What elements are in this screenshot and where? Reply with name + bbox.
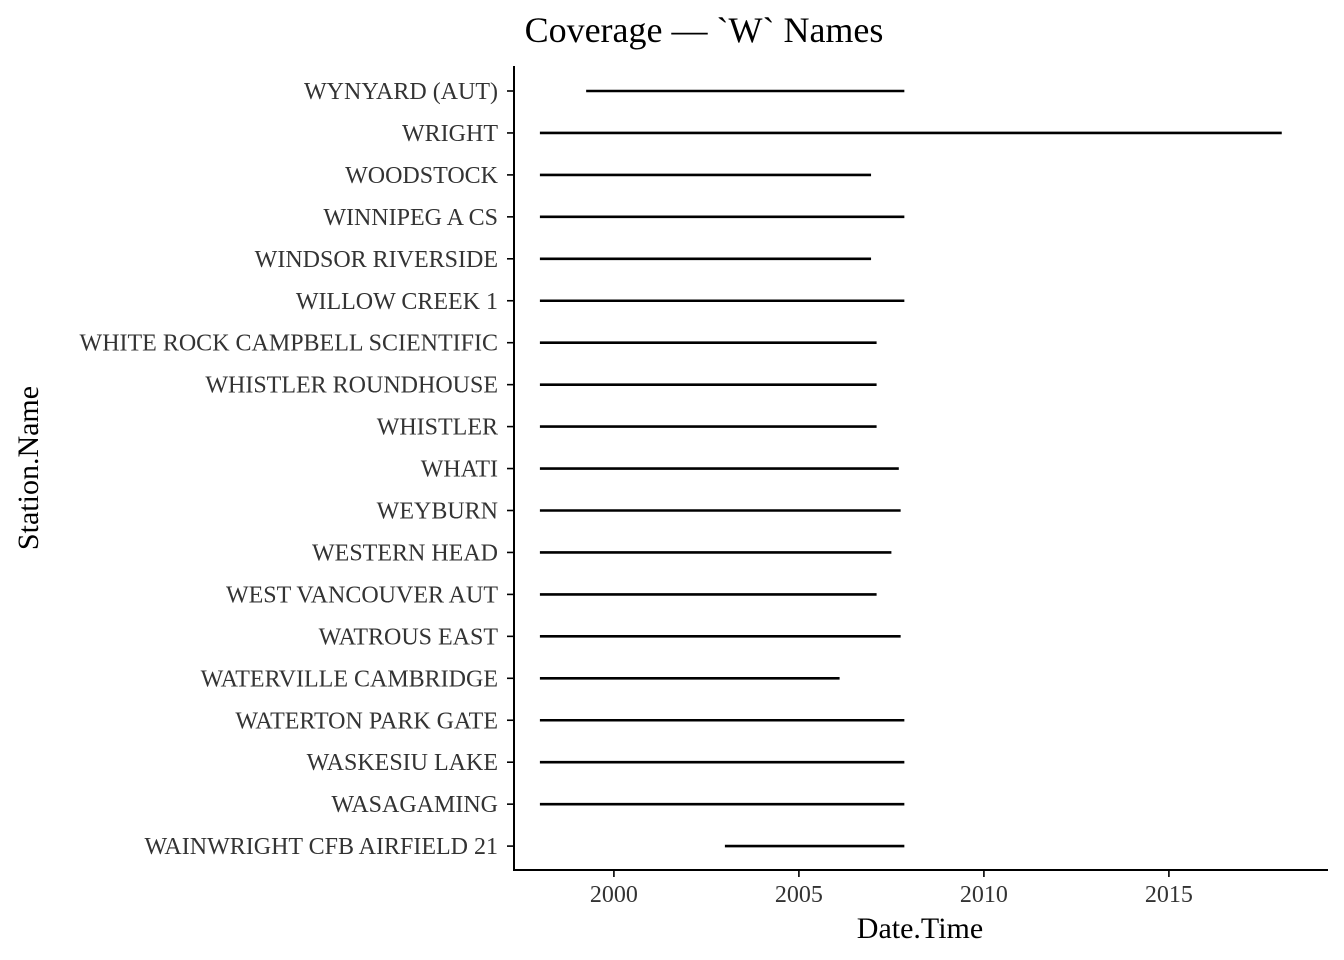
x-tick-label: 2000 bbox=[590, 882, 638, 908]
x-tick-label: 2015 bbox=[1145, 882, 1193, 908]
x-tick-label: 2005 bbox=[775, 882, 823, 908]
y-tick-label: WYNYARD (AUT) bbox=[304, 79, 498, 105]
x-axis-title: Date.Time bbox=[857, 912, 983, 945]
y-tick-label: WASAGAMING bbox=[331, 792, 498, 818]
y-axis-ticks: WYNYARD (AUT) WRIGHT WOODSTOCK WINNIPEG A C… bbox=[80, 79, 514, 860]
x-axis-ticks: 2000 2005 2010 2015 bbox=[590, 870, 1193, 908]
y-tick-label: WHISTLER ROUNDHOUSE bbox=[205, 373, 498, 399]
y-tick-label: WASKESIU LAKE bbox=[307, 750, 498, 776]
y-tick-label: WHISTLER bbox=[377, 415, 498, 441]
y-tick-label: WEYBURN bbox=[377, 499, 498, 525]
y-tick-label: WOODSTOCK bbox=[345, 163, 499, 189]
coverage-segments bbox=[539, 89, 1282, 848]
y-tick-label: WAINWRIGHT CFB AIRFIELD 21 bbox=[144, 834, 498, 860]
y-tick-label: WATERTON PARK GATE bbox=[235, 708, 498, 734]
chart-title: Coverage — `W` Names bbox=[525, 10, 884, 50]
y-tick-label: WHITE ROCK CAMPBELL SCIENTIFIC bbox=[80, 331, 498, 357]
y-tick-label: WATROUS EAST bbox=[319, 624, 499, 650]
y-tick-label: WEST VANCOUVER AUT bbox=[226, 582, 498, 608]
y-tick-label: WRIGHT bbox=[402, 121, 498, 147]
y-tick-label: WESTERN HEAD bbox=[312, 540, 498, 566]
y-tick-label: WATERVILLE CAMBRIDGE bbox=[201, 666, 498, 692]
x-tick-label: 2010 bbox=[960, 882, 1008, 908]
y-tick-label: WINNIPEG A CS bbox=[323, 205, 498, 231]
y-tick-label: WILLOW CREEK 1 bbox=[296, 289, 498, 315]
y-tick-label: WINDSOR RIVERSIDE bbox=[255, 247, 498, 273]
y-tick-label: WHATI bbox=[421, 457, 498, 483]
y-axis-title: Station.Name bbox=[12, 386, 45, 550]
